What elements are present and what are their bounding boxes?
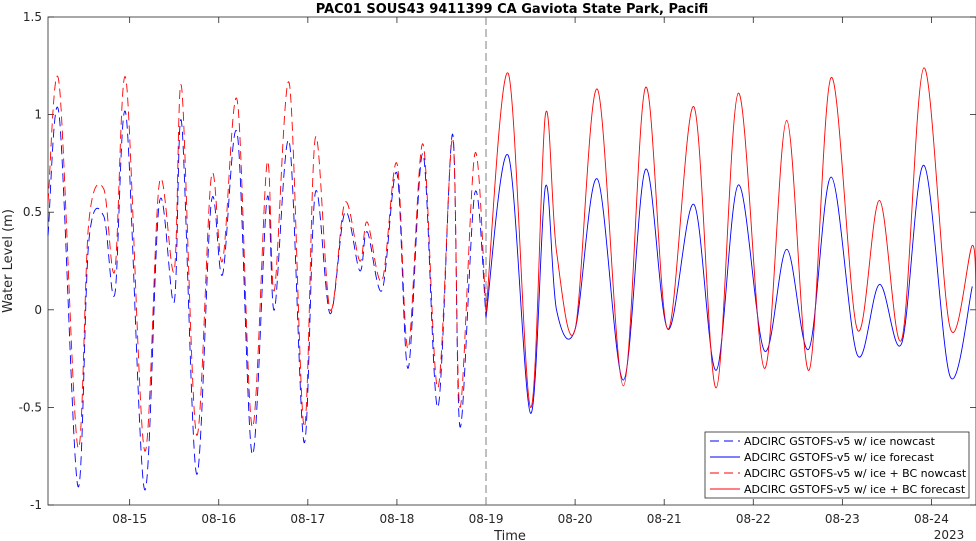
series-line-1 xyxy=(47,106,487,490)
y-tick-label: 0 xyxy=(34,303,42,317)
x-tick-label: 08-17 xyxy=(290,512,325,526)
legend-label: ADCIRC GSTOFS-v5 w/ ice + BC forecast xyxy=(744,483,966,496)
x-tick-label: 08-16 xyxy=(201,512,236,526)
legend: ADCIRC GSTOFS-v5 w/ ice nowcast ADCIRC GS… xyxy=(704,431,970,499)
x-axis-label: Time xyxy=(493,529,526,541)
chart-title: PAC01 SOUS43 9411399 CA Gaviota State Pa… xyxy=(316,2,708,17)
y-tick-label: 1 xyxy=(34,108,42,122)
legend-label: ADCIRC GSTOFS-v5 w/ ice forecast xyxy=(744,451,935,464)
x-tick-label: 08-21 xyxy=(647,512,682,526)
y-tick-label: 1.5 xyxy=(23,10,42,24)
year-label: 2023 xyxy=(934,528,965,541)
x-tick-label: 08-18 xyxy=(379,512,414,526)
x-tick-label: 08-19 xyxy=(469,512,504,526)
series-line-4 xyxy=(485,67,976,408)
legend-items: ADCIRC GSTOFS-v5 w/ ice nowcast ADCIRC GS… xyxy=(710,435,967,496)
x-tick-label: 08-20 xyxy=(558,512,593,526)
y-tick-label: 0.5 xyxy=(23,205,42,219)
y-tick-label: -1 xyxy=(30,498,42,512)
y-tick-label: -0.5 xyxy=(19,400,42,414)
x-tick-label: 08-24 xyxy=(914,512,949,526)
series-line-3 xyxy=(47,75,487,452)
x-tick-label: 08-23 xyxy=(825,512,860,526)
legend-label: ADCIRC GSTOFS-v5 w/ ice + BC nowcast xyxy=(744,467,967,480)
axis-ticks: -1 -0.5 0 0.5 1 1.5 08-15 08-16 08-17 08-18 08-19 0… xyxy=(19,10,976,526)
series-lines xyxy=(47,67,976,490)
series-line-2 xyxy=(485,154,973,414)
legend-label: ADCIRC GSTOFS-v5 w/ ice nowcast xyxy=(744,435,936,448)
x-tick-label: 08-22 xyxy=(736,512,771,526)
y-axis-label: Water Level (m) xyxy=(1,209,16,313)
legend-box xyxy=(704,431,970,499)
x-tick-label: 08-15 xyxy=(112,512,147,526)
